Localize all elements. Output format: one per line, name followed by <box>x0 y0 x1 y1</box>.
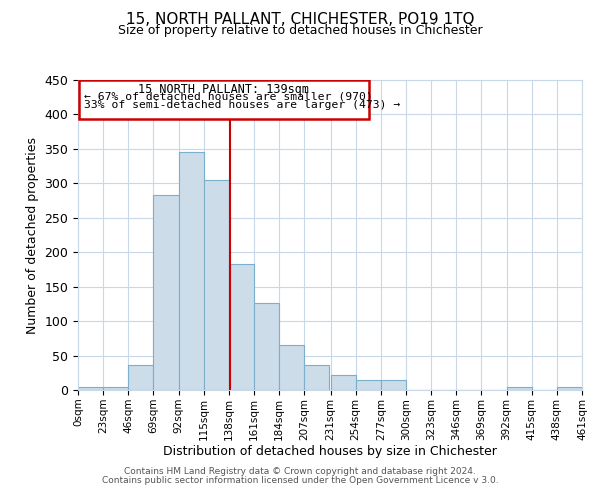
Text: 15, NORTH PALLANT, CHICHESTER, PO19 1TQ: 15, NORTH PALLANT, CHICHESTER, PO19 1TQ <box>126 12 474 28</box>
Bar <box>254 303 279 390</box>
Bar <box>304 364 329 390</box>
Text: 15 NORTH PALLANT: 139sqm: 15 NORTH PALLANT: 139sqm <box>138 83 309 96</box>
Bar <box>331 375 356 390</box>
Bar <box>356 380 381 390</box>
Text: Contains HM Land Registry data © Crown copyright and database right 2024.: Contains HM Land Registry data © Crown c… <box>124 467 476 476</box>
Bar <box>279 345 304 390</box>
Bar <box>381 380 406 390</box>
X-axis label: Distribution of detached houses by size in Chichester: Distribution of detached houses by size … <box>163 446 497 458</box>
Bar <box>557 386 582 390</box>
Bar <box>79 80 369 120</box>
Text: ← 67% of detached houses are smaller (970): ← 67% of detached houses are smaller (97… <box>84 91 373 101</box>
Bar <box>78 386 103 390</box>
Bar <box>204 180 229 390</box>
Bar <box>103 386 128 390</box>
Bar <box>154 195 179 390</box>
Bar <box>128 365 154 390</box>
Text: 33% of semi-detached houses are larger (473) →: 33% of semi-detached houses are larger (… <box>84 100 400 110</box>
Text: Contains public sector information licensed under the Open Government Licence v : Contains public sector information licen… <box>101 476 499 485</box>
Y-axis label: Number of detached properties: Number of detached properties <box>26 136 39 334</box>
Bar <box>229 264 254 390</box>
Bar <box>179 152 204 390</box>
Bar <box>506 386 532 390</box>
Text: Size of property relative to detached houses in Chichester: Size of property relative to detached ho… <box>118 24 482 37</box>
